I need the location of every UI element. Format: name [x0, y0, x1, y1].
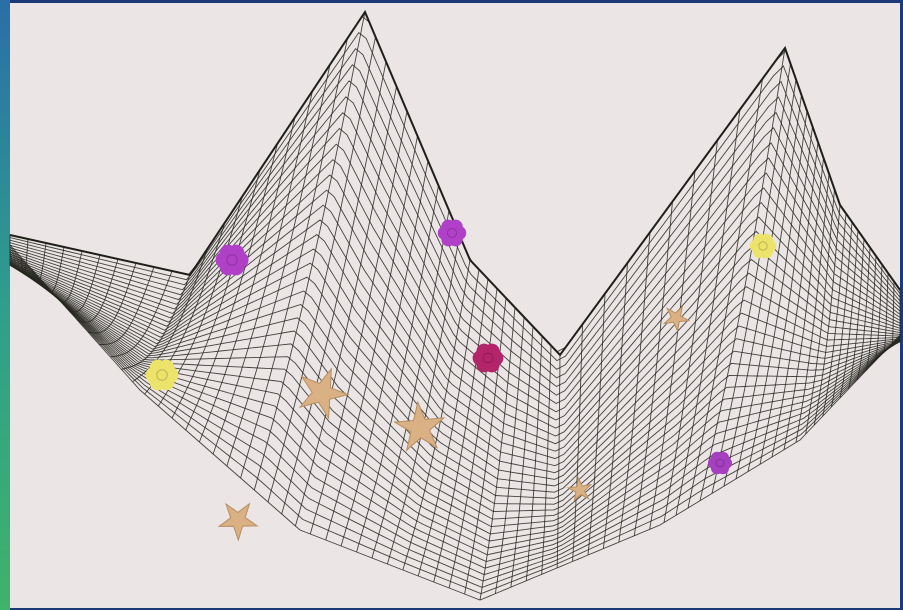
starfish [217, 502, 259, 542]
net-strand [9, 263, 901, 520]
net-strand [9, 174, 901, 437]
net-rope [9, 9, 901, 357]
flower-center [156, 369, 168, 381]
net-strand [9, 264, 901, 487]
net-strand [9, 244, 901, 601]
starfish [662, 305, 691, 333]
net-strand [9, 31, 901, 362]
net-strand [9, 250, 901, 582]
net-strand [121, 274, 191, 370]
net-strand [699, 47, 786, 501]
flower-center [482, 352, 494, 364]
net-strand [9, 127, 901, 413]
flower-center [715, 458, 725, 468]
net-strand [402, 259, 471, 571]
flower-center [226, 254, 238, 266]
net-strand [9, 248, 901, 474]
net-strand [9, 143, 901, 421]
net-strand [9, 264, 901, 512]
left-edge [0, 0, 10, 610]
net-strand [556, 354, 561, 568]
net-strand [9, 112, 901, 405]
net-strand [9, 262, 901, 480]
net-strand [9, 264, 901, 505]
net-strand [9, 264, 901, 493]
net-strand [9, 64, 901, 379]
starfish [298, 367, 350, 420]
net-strand [253, 11, 366, 491]
net-strand [9, 189, 901, 445]
flower-center [446, 227, 458, 239]
starfish [393, 400, 446, 452]
net-strand [9, 219, 901, 460]
net-strand [9, 246, 901, 595]
net-strand [9, 48, 901, 370]
photo-background [10, 3, 900, 608]
flower-center [758, 241, 768, 251]
net-strand [9, 264, 901, 499]
net-strand [9, 248, 901, 588]
net-strand [9, 80, 901, 388]
starfish [566, 476, 593, 503]
net-strand [9, 234, 901, 467]
decorations [145, 219, 777, 542]
net-strand [9, 204, 901, 452]
net-strand [9, 96, 901, 396]
net-strand [9, 159, 901, 429]
